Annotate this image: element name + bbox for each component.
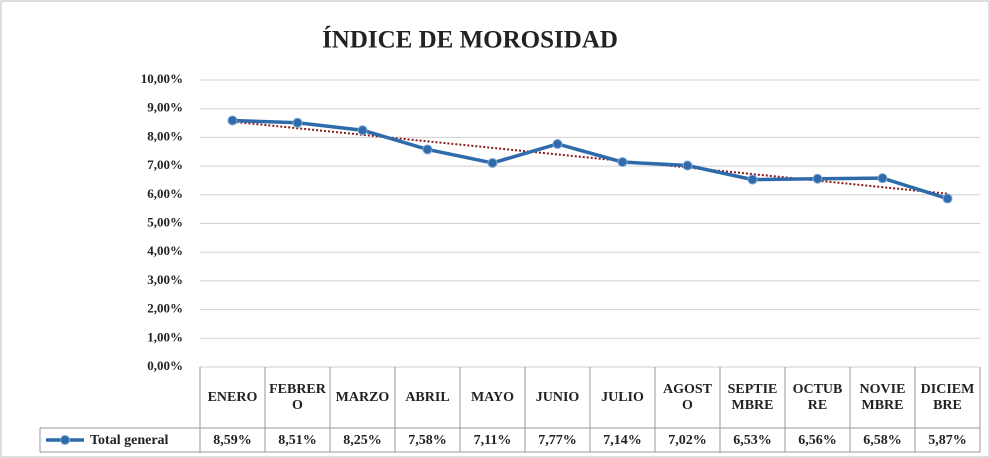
category-label: SEPTIEMBRE [727,381,778,413]
data-table-value: 7,14% [603,433,642,448]
data-point [617,157,628,168]
category-label: MAYO [470,389,515,405]
data-point [422,144,433,155]
series-line [232,118,949,201]
data-point [942,193,953,204]
y-tick-label: 4,00% [147,243,183,258]
data-point [357,125,368,136]
category-label: ABRIL [405,389,450,405]
category-label: OCTUBRE [792,381,843,413]
category-label: JULIO [601,389,644,405]
y-tick-label: 0,00% [147,358,183,373]
category-label: DICIEMBRE [920,381,975,413]
legend-label: Total general [90,433,169,448]
data-table-value: 6,58% [863,433,902,448]
data-table-value: 7,02% [668,433,707,448]
category-label: MARZO [335,389,390,405]
data-table-value: 6,53% [733,433,772,448]
y-tick-label: 6,00% [147,186,183,201]
category-label: FEBRERO [269,381,326,413]
y-tick-label: 1,00% [147,329,183,344]
y-tick-label: 5,00% [147,214,183,229]
category-label: JUNIO [535,389,580,405]
data-point [812,173,823,184]
data-table-value: 5,87% [928,433,967,448]
y-tick-label: 10,00% [141,71,183,86]
category-label: AGOSTO [662,381,712,413]
data-table-value: 6,56% [798,433,837,448]
data-point [747,174,758,185]
data-point [292,117,303,128]
y-tick-label: 3,00% [147,272,183,287]
data-table-value: 7,58% [408,433,447,448]
category-label: ENERO [207,389,258,405]
data-point [227,115,238,126]
data-table-value: 8,51% [278,433,317,448]
data-point [877,173,888,184]
data-table-value: 8,25% [343,433,382,448]
y-tick-label: 2,00% [147,301,183,316]
chart-title: ÍNDICE DE MOROSIDAD [322,26,618,54]
legend-marker [60,435,70,445]
trendline [232,120,948,195]
y-tick-label: 9,00% [147,100,183,115]
category-label: NOVIEMBRE [859,381,906,413]
data-point [552,139,563,150]
data-table-value: 7,11% [474,433,512,448]
y-tick-label: 8,00% [147,128,183,143]
data-point [682,160,693,171]
data-point [487,157,498,168]
data-table-value: 8,59% [213,433,252,448]
y-tick-label: 7,00% [147,157,183,172]
data-table-value: 7,77% [538,433,577,448]
